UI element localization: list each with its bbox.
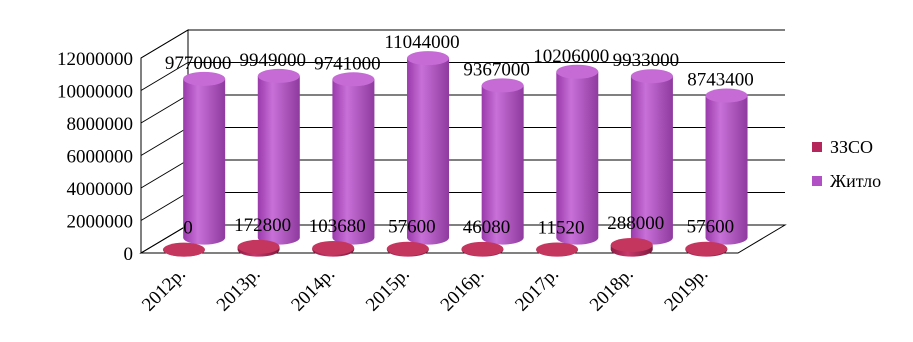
data-labels: 9770000 9949000 97410001104400093670001020… — [165, 32, 754, 239]
data-label-zzso: 57600 — [687, 217, 735, 238]
bar-top — [481, 78, 524, 93]
y-tick-label: 0 — [124, 244, 134, 265]
bar-top — [630, 69, 673, 84]
legend: ЗЗСО Житло — [812, 134, 881, 202]
gridline-side — [140, 127, 189, 156]
bar-zzso — [162, 242, 205, 257]
gridline-side — [140, 29, 189, 59]
bar-zzso — [312, 240, 355, 257]
x-axis-labels: 2012р. 2013р. 2014р. 2015р. 2016р. 2017р. 2018… — [138, 264, 712, 316]
data-label-zhytlo: 9367000 — [463, 59, 530, 80]
gridline-side — [140, 94, 189, 124]
bar-top — [407, 51, 450, 66]
bar-zhytlo — [257, 68, 300, 245]
x-tick-label: 2014р. — [287, 264, 339, 316]
bar-body — [705, 95, 748, 245]
data-label-zhytlo: 9933000 — [613, 50, 680, 71]
data-label-zzso: 57600 — [388, 217, 436, 238]
bar-top — [312, 240, 355, 255]
bar-body — [332, 79, 375, 245]
bar-zhytlo — [183, 71, 226, 245]
bar-zzso — [610, 237, 653, 257]
legend-label-zzso: ЗЗСО — [830, 136, 874, 157]
bar-zzso — [386, 241, 429, 257]
bar-top — [332, 72, 375, 87]
bar-body — [630, 76, 673, 245]
bar-body — [183, 78, 226, 245]
bar-zhytlo — [332, 72, 375, 245]
bar-body — [257, 75, 300, 245]
data-label-zhytlo: 10206000 — [533, 46, 609, 67]
data-label-zhytlo: 9770000 — [165, 53, 232, 74]
legend-label-zhytlo: Житло — [830, 170, 882, 191]
data-label-zhytlo: 8743400 — [687, 70, 754, 91]
bar-zhytlo — [407, 51, 450, 245]
x-tick-label: 2019р. — [660, 264, 712, 316]
legend-item-zhytlo: Житло — [812, 168, 881, 194]
gridline-side — [140, 159, 189, 189]
bar-top — [556, 64, 599, 79]
bar-top — [536, 242, 579, 257]
y-tick-label: 8000000 — [67, 114, 134, 135]
bar-top — [705, 88, 748, 103]
bar-body — [407, 58, 450, 245]
bar-top — [386, 241, 429, 256]
bar-zhytlo — [556, 64, 599, 245]
data-label-zzso: 46080 — [463, 217, 511, 238]
bar-top — [237, 239, 280, 254]
legend-swatch-zhytlo — [812, 176, 822, 186]
data-label-zzso: 11520 — [538, 217, 585, 238]
bar-zzso — [461, 241, 504, 257]
data-label-zhytlo: 9741000 — [314, 53, 381, 74]
legend-swatch-zzso — [812, 142, 822, 152]
bar-top — [685, 241, 728, 256]
bar-zzso — [685, 241, 728, 257]
bar-top — [183, 71, 226, 86]
x-tick-label: 2012р. — [138, 264, 190, 316]
data-label-zzso: 103680 — [309, 216, 366, 237]
y-tick-label: 10000000 — [57, 82, 133, 103]
bar-body — [556, 71, 599, 245]
bar-zhytlo — [481, 78, 524, 245]
y-tick-label: 12000000 — [57, 49, 133, 70]
x-tick-label: 2017р. — [511, 264, 563, 316]
data-label-zhytlo: 9949000 — [240, 50, 307, 71]
bar-zhytlo — [630, 69, 673, 245]
bar-zzso — [536, 242, 579, 257]
bar-top — [162, 242, 205, 257]
y-axis-ticks: 0 2000000 4000000 6000000 8000000 10000000 120… — [57, 49, 133, 265]
data-label-zzso: 0 — [183, 218, 193, 239]
x-tick-label: 2016р. — [437, 264, 489, 316]
bar-zzso — [237, 239, 280, 257]
gridline-side — [140, 224, 189, 254]
data-label-zzso: 172800 — [234, 215, 291, 236]
bar-zhytlo — [705, 88, 748, 245]
data-label-zhytlo: 11044000 — [384, 32, 459, 53]
x-tick-label: 2018р. — [586, 264, 638, 316]
data-label-zzso: 288000 — [607, 213, 664, 234]
legend-item-zzso: ЗЗСО — [812, 134, 881, 160]
chart-bars — [162, 51, 748, 257]
gridline-side — [140, 62, 189, 91]
x-tick-label: 2015р. — [362, 264, 414, 316]
x-tick-label: 2013р. — [213, 264, 265, 316]
y-tick-label: 2000000 — [67, 212, 134, 233]
y-tick-label: 6000000 — [67, 147, 134, 168]
gridline-side — [140, 192, 189, 221]
bar-top — [257, 68, 300, 83]
bar-top — [461, 241, 504, 256]
bar-top — [610, 237, 653, 252]
y-tick-label: 4000000 — [67, 179, 134, 200]
bar-body — [481, 85, 524, 245]
